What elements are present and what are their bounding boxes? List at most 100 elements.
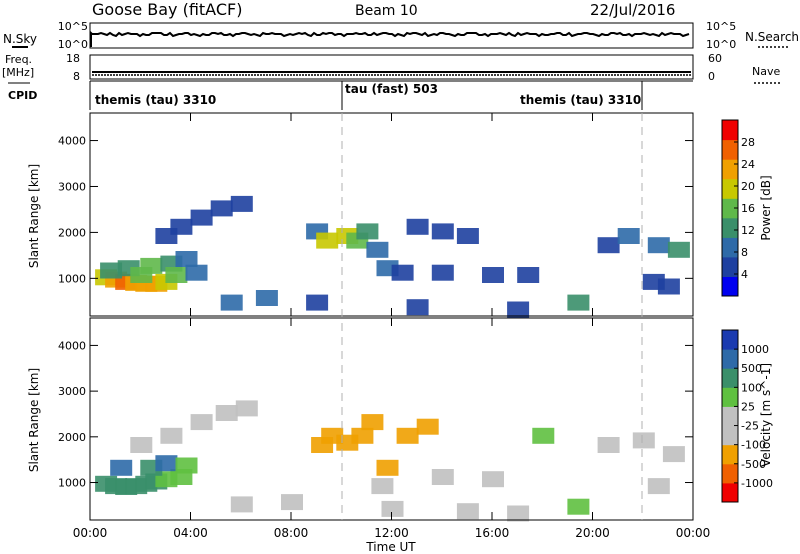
colorbar-swatch xyxy=(722,256,738,277)
power-colorbar: 4 8 12 16 20 24 28 xyxy=(721,119,755,297)
range-cell xyxy=(185,264,208,281)
range-cell xyxy=(376,459,399,476)
power-panel-frame xyxy=(89,112,694,317)
range-cell xyxy=(406,299,429,316)
x-tick-label: 16:00 xyxy=(475,526,510,540)
y-tick-label: 1000 xyxy=(58,272,86,285)
date-title: 22/Jul/2016 xyxy=(590,1,675,19)
nsky-label: N.Sky xyxy=(3,32,37,46)
x-tick-label: 08:00 xyxy=(274,526,309,540)
range-cell xyxy=(130,437,153,453)
range-cell xyxy=(381,500,404,517)
time-axis-label: Time UT xyxy=(365,540,416,554)
range-cell xyxy=(667,241,690,258)
colorbar-swatch xyxy=(722,349,738,369)
range-cell xyxy=(617,228,640,244)
range-cell xyxy=(567,294,590,311)
x-tick-label: 00:00 xyxy=(73,526,108,540)
range-cell xyxy=(160,427,183,444)
colorbar-swatch xyxy=(722,368,738,388)
colorbar-tick-label: 100 xyxy=(741,381,762,394)
colorbar-tick-label: 16 xyxy=(741,202,755,215)
nave-label: Nave xyxy=(752,65,780,78)
colorbar-swatch xyxy=(722,406,738,426)
colorbar-tick-label: 12 xyxy=(741,224,755,237)
colorbar-swatch xyxy=(722,159,738,180)
colorbar-tick-label: -25 xyxy=(741,420,759,433)
range-cell xyxy=(632,432,655,449)
range-cell xyxy=(155,455,178,472)
y-tick-label: 1000 xyxy=(58,477,86,490)
y-tick-label: 4000 xyxy=(58,135,86,148)
range-cell xyxy=(351,427,374,444)
power-colorbar-label: Power [dB] xyxy=(759,175,773,240)
range-cell xyxy=(190,414,213,431)
colorbar-swatch xyxy=(722,425,738,446)
range-cell xyxy=(657,278,680,295)
x-tick-label: 00:00 xyxy=(676,526,711,540)
range-cell xyxy=(215,405,238,421)
nsearch-tick-bottom: 10^0 xyxy=(706,38,736,51)
colorbar-swatch xyxy=(722,139,738,160)
range-cell xyxy=(281,494,303,511)
colorbar-swatch xyxy=(722,330,738,350)
freq-strip-frame xyxy=(89,54,694,80)
velocity-y-axis: 1000 2000 3000 4000 xyxy=(58,339,693,490)
range-cell xyxy=(230,496,253,513)
range-cell xyxy=(482,267,504,283)
range-cell xyxy=(431,469,454,485)
range-cell xyxy=(647,478,670,495)
range-cell xyxy=(165,267,188,283)
power-y-axis: 1000 2000 3000 4000 xyxy=(58,135,693,285)
cpid-segment-2: tau (fast) 503 xyxy=(345,82,438,96)
range-cell xyxy=(431,264,454,281)
colorbar-tick-label: 500 xyxy=(741,362,762,375)
freq-label: Freq. xyxy=(5,53,32,66)
range-cell xyxy=(110,459,133,476)
colorbar-tick-label: -100 xyxy=(741,439,766,452)
range-cell xyxy=(255,290,278,306)
freq-unit: [MHz] xyxy=(2,66,34,79)
colorbar-swatch xyxy=(722,444,738,465)
range-cell xyxy=(210,200,233,217)
nsearch-tick-top: 10^5 xyxy=(706,20,736,33)
range-cell xyxy=(230,195,253,212)
x-tick-label: 04:00 xyxy=(173,526,208,540)
range-cell xyxy=(361,414,384,431)
colorbar-tick-label: 24 xyxy=(741,158,755,171)
colorbar-swatch xyxy=(722,198,738,219)
range-cell xyxy=(371,478,394,495)
range-cell xyxy=(190,209,213,226)
range-cell xyxy=(235,400,258,417)
velocity-colorbar-label: Velocity [m s^-1] xyxy=(759,363,773,467)
range-cell xyxy=(567,498,590,515)
range-cell xyxy=(175,251,198,267)
range-cell xyxy=(517,267,540,283)
nsky-tick-bottom: 10^0 xyxy=(58,38,88,51)
range-cell xyxy=(456,228,479,244)
colorbar-tick-label: -500 xyxy=(741,458,766,471)
nsky-tick-top: 10^5 xyxy=(58,20,88,33)
colorbar-swatch xyxy=(722,178,738,199)
colorbar-swatch xyxy=(722,276,738,297)
cpid-segment-3: themis (tau) 3310 xyxy=(520,93,641,107)
velocity-colorbar: -1000 -500 -100 -25 25 100 500 1000 xyxy=(721,329,773,503)
colorbar-swatch xyxy=(722,120,738,141)
nave-tick-bottom: 0 xyxy=(708,70,715,83)
range-cell xyxy=(316,232,339,249)
x-tick-label: 20:00 xyxy=(575,526,610,540)
velocity-ylabel: Slant Range [km] xyxy=(27,368,41,472)
range-cell xyxy=(220,294,243,311)
cpid-label: CPID xyxy=(8,89,37,102)
y-tick-label: 2000 xyxy=(58,431,86,444)
range-cell xyxy=(662,446,685,463)
time-axis: 00:00 04:00 08:00 12:00 16:00 20:00 00:00 xyxy=(73,113,711,540)
range-cell xyxy=(597,437,620,453)
colorbar-tick-label: 20 xyxy=(741,180,755,193)
range-cell xyxy=(356,223,379,240)
range-cell xyxy=(170,218,193,235)
range-cell xyxy=(431,223,454,240)
range-cell xyxy=(532,427,555,444)
colorbar-tick-label: 28 xyxy=(741,136,755,149)
